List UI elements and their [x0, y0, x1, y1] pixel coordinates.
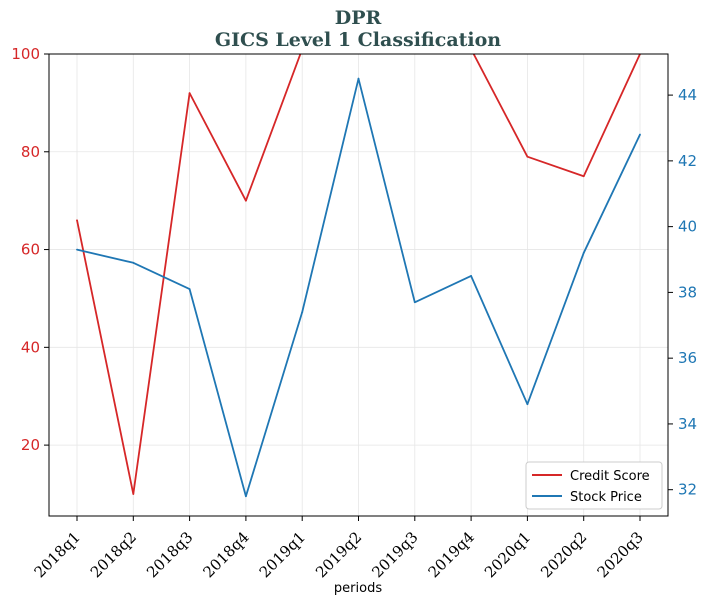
grid: [49, 53, 668, 516]
data-point-credit-score: [245, 199, 247, 202]
data-point-credit-score: [582, 175, 585, 178]
chart-subtitle: GICS Level 1 Classification: [215, 29, 501, 51]
left-tick-label: 60: [21, 241, 40, 259]
series-line-credit-score: [76, 54, 641, 495]
legend-label-stock-price: Stock Price: [570, 490, 642, 505]
x-tick-label: 2020q2: [537, 528, 590, 581]
data-point-stock-price: [301, 311, 304, 314]
x-tick-label: 2020q3: [594, 528, 647, 581]
data-point-stock-price: [470, 275, 472, 277]
x-tick-label: 2019q1: [256, 528, 309, 581]
data-point-stock-price: [582, 252, 585, 254]
left-axis: 20 40 60 80 100: [11, 45, 49, 454]
legend-box: [525, 461, 663, 510]
data-point-stock-price: [526, 403, 529, 406]
left-tick-label: 20: [21, 436, 40, 454]
x-tick-label: 2019q2: [312, 528, 365, 581]
x-tick-label: 2019q3: [368, 528, 421, 581]
x-tick-label: 2018q3: [143, 528, 196, 581]
data-point-credit-score: [76, 219, 78, 222]
left-tick-label: 100: [11, 45, 40, 63]
x-axis: 2018q1 2018q2 2018q3 2018q4 2019q1 2019q2 2019…: [31, 516, 647, 581]
data-point-stock-price: [413, 301, 416, 304]
data-point-credit-score: [188, 92, 191, 95]
data-point-stock-price: [357, 77, 360, 80]
x-axis-label: periods: [334, 581, 382, 596]
x-tick-label: 2020q1: [481, 528, 534, 581]
legend: Credit Score Stock Price: [525, 461, 663, 510]
chart-title: DPR: [335, 7, 382, 29]
right-tick-label: 40: [678, 218, 697, 236]
series-layer: [76, 54, 641, 498]
data-point-stock-price: [76, 248, 78, 251]
data-point-credit-score: [132, 493, 135, 495]
right-tick-label: 32: [678, 481, 697, 499]
right-tick-label: 44: [678, 86, 697, 104]
legend-label-credit-score: Credit Score: [570, 469, 650, 484]
data-point-stock-price: [132, 261, 135, 264]
x-tick-label: 2018q1: [31, 528, 84, 581]
right-axis: 32 34 36 38 40 42 44: [668, 86, 697, 499]
data-point-stock-price: [245, 495, 247, 498]
right-tick-label: 38: [678, 283, 697, 301]
x-tick-label: 2019q4: [425, 528, 478, 581]
x-tick-label: 2018q4: [199, 528, 252, 581]
data-point-stock-price: [188, 288, 191, 291]
right-tick-label: 36: [678, 349, 697, 367]
right-tick-label: 34: [678, 415, 697, 433]
right-tick-label: 42: [678, 152, 697, 170]
left-tick-label: 40: [21, 338, 40, 356]
data-point-credit-score: [526, 155, 529, 158]
left-tick-label: 80: [21, 143, 40, 161]
x-tick-label: 2018q2: [87, 528, 140, 581]
data-point-stock-price: [639, 133, 641, 136]
